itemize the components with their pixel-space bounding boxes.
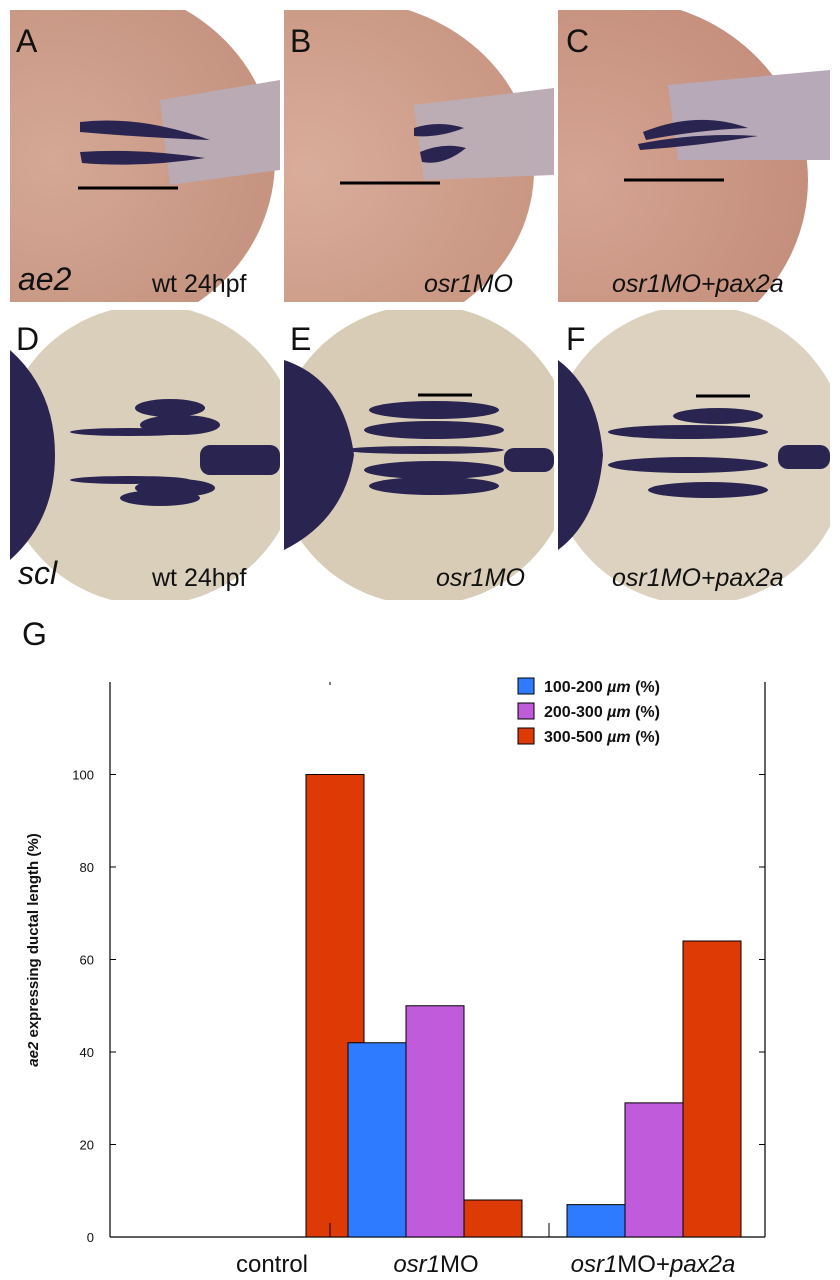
panel-d-condition: wt 24hpf (151, 564, 247, 592)
y-tick-label: 40 (80, 1045, 94, 1060)
bar-osr1mo-series-2 (405, 1005, 465, 1238)
panel-f: F osr1MO+pax2a (558, 310, 830, 600)
legend-label-3: 300-500 µm (%) (544, 729, 660, 746)
panel-b: B osr1MO (284, 10, 554, 302)
panel-f-letter: F (566, 321, 586, 357)
panel-c-image: C osr1MO+pax2a (558, 10, 830, 302)
panel-f-condition: osr1MO+pax2a (612, 564, 784, 592)
y-tick-label: 20 (80, 1138, 94, 1153)
panel-a-gene: ae2 (18, 261, 72, 297)
panel-d-letter: D (16, 321, 39, 357)
bar-osr1mo-series-1 (347, 1042, 407, 1238)
legend-label-1: 100-200 µm (%) (544, 679, 660, 696)
legend-label-2: 200-300 µm (%) (544, 704, 660, 721)
panel-e-letter: E (290, 321, 311, 357)
bar-chart: ae2 expressing ductal length (%) 0 20 40 60… (25, 677, 766, 1278)
y-tick-label: 100 (72, 768, 94, 783)
panel-f-image: F osr1MO+pax2a (558, 310, 830, 600)
bar-osr1mo-pax2a-series-3 (682, 940, 742, 1238)
panel-a-image: A ae2 wt 24hpf (10, 10, 280, 302)
x-tick-label: osr1MO (393, 1251, 478, 1278)
x-tick-label: control (236, 1251, 308, 1278)
panel-a-condition: wt 24hpf (151, 270, 247, 298)
plot-area: 0 20 40 60 80 100 control osr1MO osr1MO+pax2a (72, 682, 766, 1278)
legend-swatch-1 (517, 677, 535, 695)
panel-c-condition: osr1MO+pax2a (612, 270, 784, 298)
panel-d: D scl wt 24hpf (10, 310, 280, 600)
panel-c-letter: C (566, 23, 589, 59)
x-tick-label: osr1MO+pax2a (571, 1251, 736, 1278)
y-tick-label: 60 (80, 953, 94, 968)
panel-a: A ae2 wt 24hpf (10, 10, 280, 302)
panel-c: C osr1MO+pax2a (558, 10, 830, 302)
panel-a-letter: A (16, 23, 38, 59)
panel-b-condition: osr1MO (424, 270, 513, 298)
bar-osr1mo-pax2a-series-2 (624, 1102, 684, 1238)
legend-swatch-2 (517, 702, 535, 720)
bar-osr1mo-series-3 (463, 1199, 523, 1238)
panel-g-letter: G (22, 616, 47, 652)
panel-e: E osr1MO (284, 310, 554, 600)
y-tick-label: 80 (80, 860, 94, 875)
panel-b-image: B osr1MO (284, 10, 554, 302)
panel-d-gene: scl (18, 555, 58, 591)
panel-e-image: E osr1MO (284, 310, 554, 600)
panel-b-letter: B (290, 23, 311, 59)
y-tick-label: 0 (87, 1230, 94, 1245)
bar-osr1mo-pax2a-series-1 (566, 1204, 626, 1238)
legend: 100-200 µm (%) 200-300 µm (%) 300-500 µm (… (517, 677, 660, 746)
panel-d-image: D scl wt 24hpf (10, 310, 280, 600)
y-axis-label-group: ae2 expressing ductal length (%) (25, 833, 42, 1066)
y-axis-label: ae2 expressing ductal length (%) (25, 833, 42, 1066)
panel-e-condition: osr1MO (436, 564, 525, 592)
legend-swatch-3 (517, 727, 535, 745)
